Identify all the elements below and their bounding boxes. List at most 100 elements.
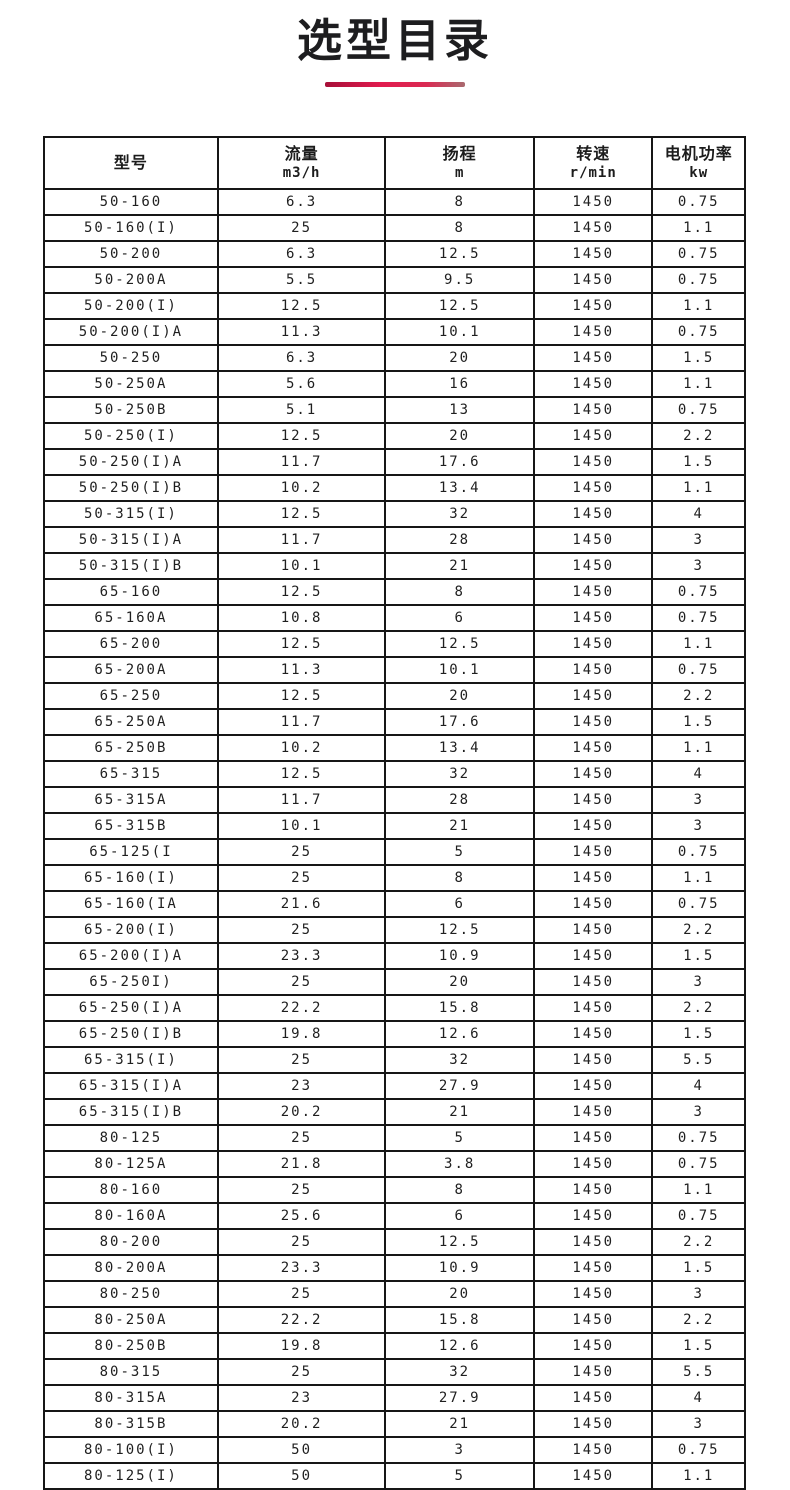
cell-flow: 25.6: [216, 1202, 387, 1230]
cell-speed: 1450: [532, 344, 654, 372]
cell-flow: 12.5: [216, 292, 387, 320]
cell-flow: 25: [216, 968, 387, 996]
cell-power: 0.75: [651, 578, 746, 606]
cell-model: 80-125: [43, 1124, 219, 1152]
table-row: 65-160A 10.8 6 1450 0.75: [43, 604, 746, 632]
cell-model: 65-315(I)A: [43, 1072, 219, 1100]
cell-power: 1.1: [651, 214, 746, 242]
cell-head: 5: [384, 1462, 535, 1490]
cell-head: 32: [384, 500, 535, 528]
cell-speed: 1450: [532, 1462, 654, 1490]
table-row: 80-315 25 32 1450 5.5: [43, 1358, 746, 1386]
cell-model: 80-160A: [43, 1202, 219, 1230]
cell-power: 0.75: [651, 838, 746, 866]
cell-head: 20: [384, 682, 535, 710]
cell-model: 50-200(I): [43, 292, 219, 320]
cell-power: 0.75: [651, 188, 746, 216]
cell-head: 12.5: [384, 916, 535, 944]
cell-speed: 1450: [532, 786, 654, 814]
table-row: 80-315A 23 27.9 1450 4: [43, 1384, 746, 1412]
cell-head: 20: [384, 968, 535, 996]
cell-flow: 5.6: [216, 370, 387, 398]
cell-flow: 12.5: [216, 422, 387, 450]
cell-model: 50-250(I)A: [43, 448, 219, 476]
table-row: 50-315(I)A 11.7 28 1450 3: [43, 526, 746, 554]
cell-flow: 25: [216, 1124, 387, 1152]
cell-model: 80-160: [43, 1176, 219, 1204]
cell-head: 13.4: [384, 474, 535, 502]
cell-power: 3: [651, 526, 746, 554]
cell-speed: 1450: [532, 214, 654, 242]
cell-flow: 11.7: [216, 708, 387, 736]
table-row: 80-160 25 8 1450 1.1: [43, 1176, 746, 1204]
table-row: 65-250I) 25 20 1450 3: [43, 968, 746, 996]
cell-model: 65-250: [43, 682, 219, 710]
cell-speed: 1450: [532, 1410, 654, 1438]
column-unit: m: [454, 165, 465, 181]
cell-flow: 21.8: [216, 1150, 387, 1178]
column-header-cell-power: 电机功率 kw: [651, 136, 746, 190]
table-row: 50-315(I) 12.5 32 1450 4: [43, 500, 746, 528]
cell-head: 6: [384, 604, 535, 632]
cell-power: 3: [651, 968, 746, 996]
cell-speed: 1450: [532, 890, 654, 918]
cell-power: 3: [651, 1410, 746, 1438]
cell-speed: 1450: [532, 1124, 654, 1152]
table-row: 50-250B 5.1 13 1450 0.75: [43, 396, 746, 424]
cell-head: 20: [384, 422, 535, 450]
table-row: 65-160 12.5 8 1450 0.75: [43, 578, 746, 606]
cell-model: 50-250A: [43, 370, 219, 398]
cell-flow: 6.3: [216, 188, 387, 216]
cell-model: 50-160: [43, 188, 219, 216]
cell-speed: 1450: [532, 968, 654, 996]
cell-head: 16: [384, 370, 535, 398]
cell-head: 8: [384, 188, 535, 216]
cell-flow: 23.3: [216, 1254, 387, 1282]
column-title: 转速: [576, 144, 611, 164]
cell-speed: 1450: [532, 1436, 654, 1464]
cell-speed: 1450: [532, 1228, 654, 1256]
cell-head: 3.8: [384, 1150, 535, 1178]
table-row: 80-250A 22.2 15.8 1450 2.2: [43, 1306, 746, 1334]
table-row: 80-160A 25.6 6 1450 0.75: [43, 1202, 746, 1230]
cell-model: 80-315: [43, 1358, 219, 1386]
cell-speed: 1450: [532, 266, 654, 294]
cell-head: 27.9: [384, 1384, 535, 1412]
cell-head: 5: [384, 838, 535, 866]
table-row: 50-250(I)B 10.2 13.4 1450 1.1: [43, 474, 746, 502]
cell-speed: 1450: [532, 578, 654, 606]
cell-model: 80-250: [43, 1280, 219, 1308]
cell-head: 9.5: [384, 266, 535, 294]
cell-speed: 1450: [532, 1020, 654, 1048]
table-row: 80-125A 21.8 3.8 1450 0.75: [43, 1150, 746, 1178]
cell-speed: 1450: [532, 474, 654, 502]
cell-head: 32: [384, 1046, 535, 1074]
table-row: 65-160(IA 21.6 6 1450 0.75: [43, 890, 746, 918]
table-row: 65-200(I)A 23.3 10.9 1450 1.5: [43, 942, 746, 970]
table-row: 50-200A 5.5 9.5 1450 0.75: [43, 266, 746, 294]
cell-model: 50-250(I)B: [43, 474, 219, 502]
cell-flow: 25: [216, 1280, 387, 1308]
table-row: 65-250B 10.2 13.4 1450 1.1: [43, 734, 746, 762]
table-row: 50-200(I) 12.5 12.5 1450 1.1: [43, 292, 746, 320]
cell-flow: 23: [216, 1384, 387, 1412]
cell-speed: 1450: [532, 1176, 654, 1204]
table-row: 80-200A 23.3 10.9 1450 1.5: [43, 1254, 746, 1282]
table-row: 65-315(I)A 23 27.9 1450 4: [43, 1072, 746, 1100]
cell-flow: 11.3: [216, 656, 387, 684]
table-row: 65-125(I 25 5 1450 0.75: [43, 838, 746, 866]
cell-flow: 11.7: [216, 786, 387, 814]
cell-model: 65-250I): [43, 968, 219, 996]
cell-model: 65-315(I)B: [43, 1098, 219, 1126]
cell-power: 1.5: [651, 1254, 746, 1282]
cell-flow: 12.5: [216, 630, 387, 658]
cell-power: 4: [651, 1384, 746, 1412]
cell-flow: 21.6: [216, 890, 387, 918]
cell-power: 0.75: [651, 604, 746, 632]
cell-head: 8: [384, 1176, 535, 1204]
column-header-cell-model: 型号: [43, 136, 219, 190]
table-row: 50-160 6.3 8 1450 0.75: [43, 188, 746, 216]
cell-flow: 25: [216, 838, 387, 866]
column-unit: kw: [689, 165, 709, 181]
cell-power: 0.75: [651, 890, 746, 918]
